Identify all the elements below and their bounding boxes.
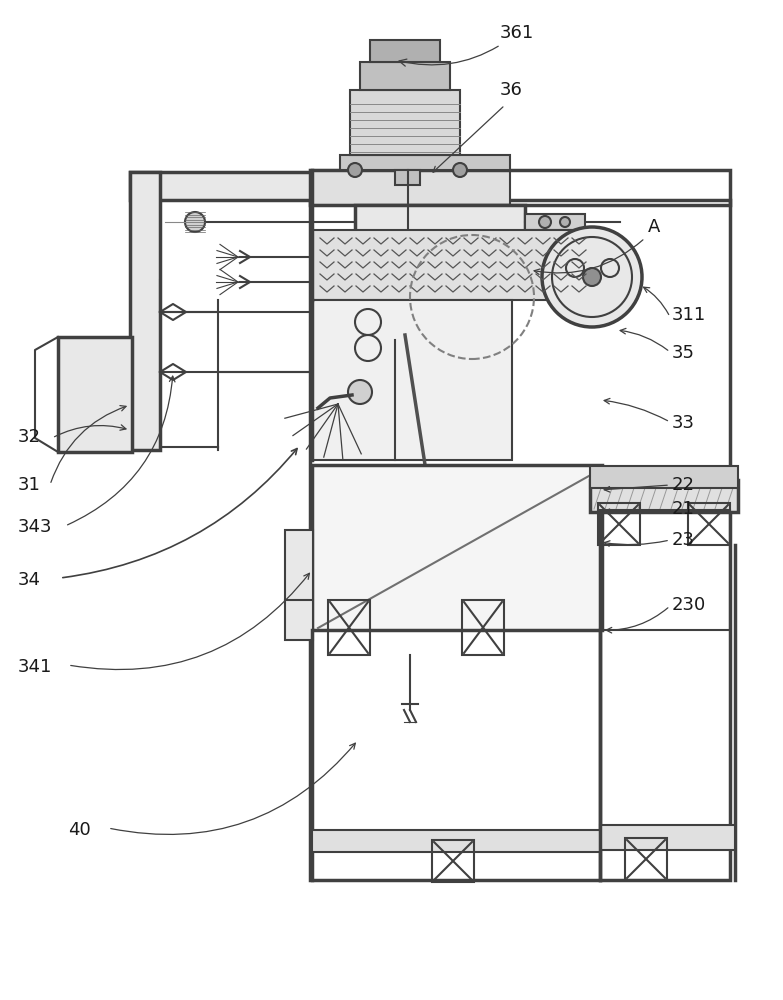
Bar	[360, 62, 450, 90]
Bar	[590, 480, 738, 512]
Bar	[350, 90, 460, 155]
Bar	[310, 170, 510, 205]
Text: 361: 361	[399, 24, 534, 66]
Text: 33: 33	[672, 414, 695, 432]
Text: 23: 23	[672, 531, 695, 549]
Circle shape	[348, 163, 362, 177]
Text: 40: 40	[68, 821, 91, 839]
Bar	[625, 838, 667, 880]
Bar	[395, 170, 420, 185]
Bar	[310, 200, 730, 880]
Bar	[58, 337, 132, 452]
Bar	[312, 300, 512, 460]
Bar	[462, 600, 504, 655]
Bar	[432, 840, 474, 882]
Text: 34: 34	[18, 571, 41, 589]
Text: 35: 35	[672, 344, 695, 362]
Text: 22: 22	[672, 476, 695, 494]
Bar	[312, 465, 602, 630]
Circle shape	[453, 163, 467, 177]
Text: A: A	[648, 218, 660, 236]
Text: 311: 311	[672, 306, 706, 324]
Circle shape	[542, 227, 642, 327]
Bar	[312, 830, 600, 852]
Bar	[130, 172, 310, 200]
Bar	[600, 510, 730, 630]
Circle shape	[560, 217, 570, 227]
Bar	[312, 230, 602, 300]
Bar	[370, 40, 440, 62]
Circle shape	[583, 268, 601, 286]
Bar	[355, 205, 525, 240]
Circle shape	[185, 212, 205, 232]
Bar	[590, 466, 738, 488]
Bar	[525, 214, 585, 230]
Bar	[285, 530, 313, 640]
Text: 32: 32	[18, 428, 41, 446]
Text: 31: 31	[18, 476, 41, 494]
Text: 230: 230	[672, 596, 706, 614]
Circle shape	[539, 216, 551, 228]
Text: 36: 36	[500, 81, 523, 99]
Text: 343: 343	[18, 518, 52, 536]
Bar	[688, 503, 730, 545]
Bar	[600, 825, 735, 850]
Circle shape	[348, 380, 372, 404]
Bar	[328, 600, 370, 655]
Bar	[130, 172, 160, 450]
Bar	[598, 503, 640, 545]
Bar	[340, 155, 510, 170]
Text: 341: 341	[18, 658, 52, 676]
Circle shape	[424, 518, 452, 546]
Text: 21: 21	[672, 500, 695, 518]
Bar	[310, 170, 730, 205]
